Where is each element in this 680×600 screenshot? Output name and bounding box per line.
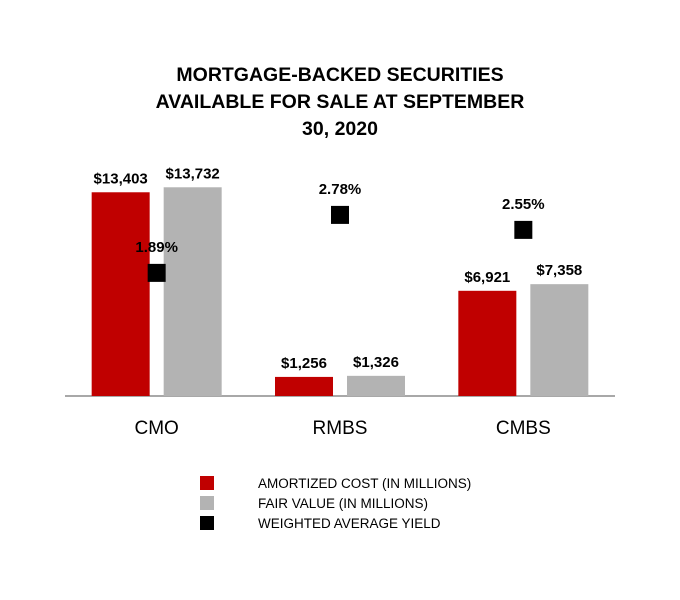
chart-title-line-1: MORTGAGE-BACKED SECURITIES	[176, 64, 504, 86]
legend-item-amortized-cost: AMORTIZED COST (IN MILLIONS)	[200, 473, 471, 493]
chart-title: MORTGAGE-BACKED SECURITIES AVAILABLE FOR…	[90, 62, 590, 143]
x-tick-label-cmo: CMO	[135, 418, 179, 439]
data-label-amortized-cost-rmbs: $1,256	[281, 355, 327, 372]
bar-fair-value-cmo	[163, 187, 222, 396]
data-label-amortized-cost-cmo: $13,403	[94, 170, 148, 187]
chart-title-line-3: 30, 2020	[302, 118, 378, 140]
yield-marker-cmo	[147, 263, 166, 282]
data-label-fair-value-cmbs: $7,358	[536, 262, 582, 279]
yield-marker-rmbs	[331, 205, 349, 224]
x-tick-label-cmbs: CMBS	[496, 418, 551, 439]
legend-swatch-fair-value	[200, 496, 214, 510]
chart-title-line-2: AVAILABLE FOR SALE AT SEPTEMBER	[155, 91, 525, 113]
data-label-fair-value-rmbs: $1,326	[353, 354, 399, 371]
bar-amortized-cost-cmo	[91, 192, 150, 396]
data-label-amortized-cost-cmbs: $6,921	[464, 269, 510, 286]
bar-amortized-cost-rmbs	[275, 376, 333, 396]
bar-amortized-cost-cmbs	[458, 290, 517, 396]
data-label-fair-value-cmo: $13,732	[166, 165, 220, 182]
yield-label-rmbs: 2.78%	[319, 181, 362, 198]
legend-label-weighted-average-yield: WEIGHTED AVERAGE YIELD	[258, 515, 441, 531]
yield-label-cmbs: 2.55%	[502, 196, 545, 213]
bar-fair-value-cmbs	[530, 284, 589, 396]
yield-marker-cmbs	[514, 220, 533, 239]
legend-item-weighted-average-yield: WEIGHTED AVERAGE YIELD	[200, 513, 471, 533]
chart-legend: AMORTIZED COST (IN MILLIONS) FAIR VALUE …	[200, 473, 471, 533]
legend-swatch-amortized-cost	[200, 476, 214, 490]
legend-item-fair-value: FAIR VALUE (IN MILLIONS)	[200, 493, 471, 513]
yield-label-cmo: 1.89%	[135, 239, 178, 256]
legend-label-amortized-cost: AMORTIZED COST (IN MILLIONS)	[258, 475, 472, 491]
bar-fair-value-rmbs	[347, 375, 405, 396]
legend-swatch-weighted-average-yield	[200, 516, 214, 530]
x-tick-label-rmbs: RMBS	[313, 418, 368, 439]
legend-label-fair-value: FAIR VALUE (IN MILLIONS)	[258, 495, 429, 511]
